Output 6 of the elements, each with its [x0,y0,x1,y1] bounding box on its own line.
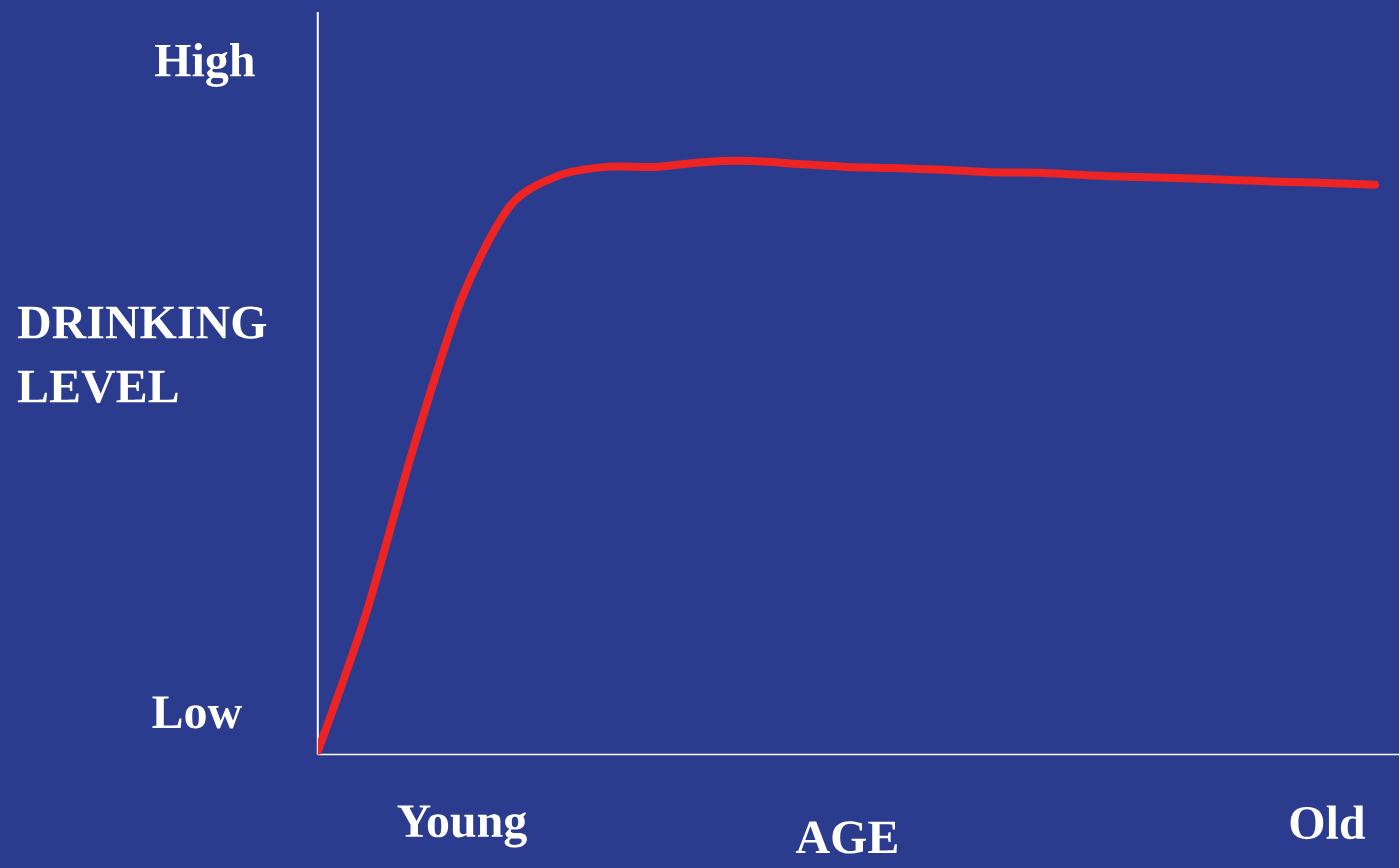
text: High [155,42,255,87]
x-axis-title: AGE [795,821,897,854]
x-tick-label: Young [397,805,527,848]
text: Low [152,696,242,729]
y-axis-title: DRINKING LEVEL [17,306,267,403]
x-tick-label: Old [1290,805,1366,840]
